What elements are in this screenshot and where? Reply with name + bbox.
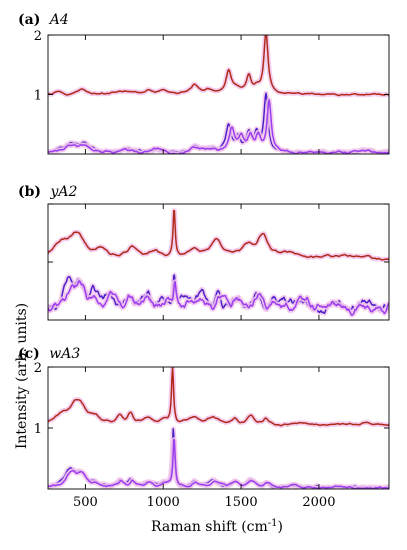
panel-b-title: (b) yA2 [18, 184, 78, 200]
panel-b-plot [47, 203, 390, 321]
panel-b-reference-trace-halo [48, 208, 389, 263]
panel-a-reference-trace [48, 35, 389, 97]
x-axis-label-sup: -1 [268, 518, 278, 529]
panel-b: (b) yA2 [18, 184, 390, 321]
panel-a-name: A4 [48, 12, 69, 28]
panel-c-plot: 500 1000 1500 2000 1 2 [34, 361, 390, 510]
panel-c-spectrum-trace-2 [48, 438, 389, 489]
panel-b-traces [48, 208, 389, 318]
panel-a-label: (a) [18, 12, 40, 28]
panel-a: (a) A4 12 [18, 12, 390, 155]
panel-c-axes-box [47, 366, 390, 490]
x-axis-label-close: ) [278, 519, 283, 535]
panel-a-ytick-label-2: 2 [34, 29, 42, 44]
panel-c-ytick-label-1: 1 [34, 422, 42, 437]
panel-b-reference-trace [48, 209, 389, 261]
x-axis-label-main: Raman shift (cm [151, 519, 268, 535]
panel-a-spectrum-trace-1-halo [48, 90, 389, 154]
panel-b-label: (b) [18, 184, 41, 200]
panel-c-ytick-label-2: 2 [34, 361, 42, 376]
y-axis-label: Intensity (arb. units) [14, 303, 30, 449]
panel-c-title: (c) wA3 [18, 346, 80, 362]
panel-c-xtick-label-500: 500 [73, 495, 98, 510]
panel-c-label: (c) [18, 346, 40, 362]
x-axis-label: Raman shift (cm-1) [151, 518, 283, 535]
panel-c-spectrum-trace-1 [48, 428, 389, 489]
panel-c-name: wA3 [49, 346, 80, 362]
panel-a-plot: 12 [34, 29, 390, 155]
panel-c-spectrum-trace-2-halo [48, 437, 389, 489]
panel-a-ytick-label-1: 1 [34, 89, 42, 104]
panel-c-xtick-label-1000: 1000 [147, 495, 180, 510]
panel-c-reference-trace [48, 367, 389, 427]
panel-a-traces [48, 35, 389, 154]
panel-a-spectrum-trace-2 [48, 99, 389, 154]
panel-a-spectrum-trace-1 [48, 92, 389, 154]
panel-c-xtick-label-1500: 1500 [225, 495, 258, 510]
panel-c: (c) wA3 500 1000 1500 2000 1 2 [18, 346, 390, 510]
panel-c-traces [48, 367, 389, 489]
panel-c-spectrum-trace-1-halo [48, 426, 389, 489]
panel-c-xtick-label-2000: 2000 [302, 495, 335, 510]
panel-a-title: (a) A4 [18, 12, 69, 28]
panel-b-name: yA2 [50, 184, 78, 200]
panel-a-reference-trace-halo [48, 35, 389, 98]
panel-b-spectrum-trace-2 [48, 280, 389, 316]
